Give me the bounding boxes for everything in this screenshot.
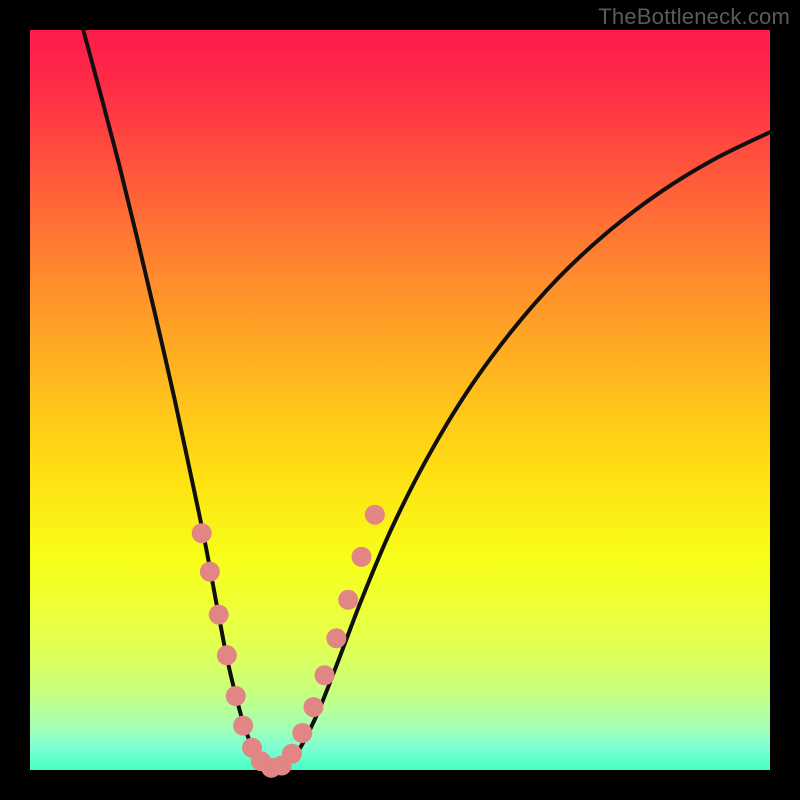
marker-dot bbox=[282, 744, 302, 764]
marker-dot bbox=[326, 628, 346, 648]
figure-root: TheBottleneck.com bbox=[0, 0, 800, 800]
marker-dot bbox=[200, 562, 220, 582]
marker-dot bbox=[209, 605, 229, 625]
chart-svg bbox=[0, 0, 800, 800]
marker-dot bbox=[338, 590, 358, 610]
marker-dot bbox=[233, 716, 253, 736]
marker-dot bbox=[292, 723, 312, 743]
marker-dot bbox=[226, 686, 246, 706]
watermark-text: TheBottleneck.com bbox=[598, 4, 790, 30]
marker-dot bbox=[192, 523, 212, 543]
marker-dot bbox=[303, 697, 323, 717]
marker-dot bbox=[217, 645, 237, 665]
marker-dot bbox=[365, 505, 385, 525]
marker-dot bbox=[315, 665, 335, 685]
plot-area bbox=[30, 30, 770, 770]
marker-dot bbox=[352, 547, 372, 567]
